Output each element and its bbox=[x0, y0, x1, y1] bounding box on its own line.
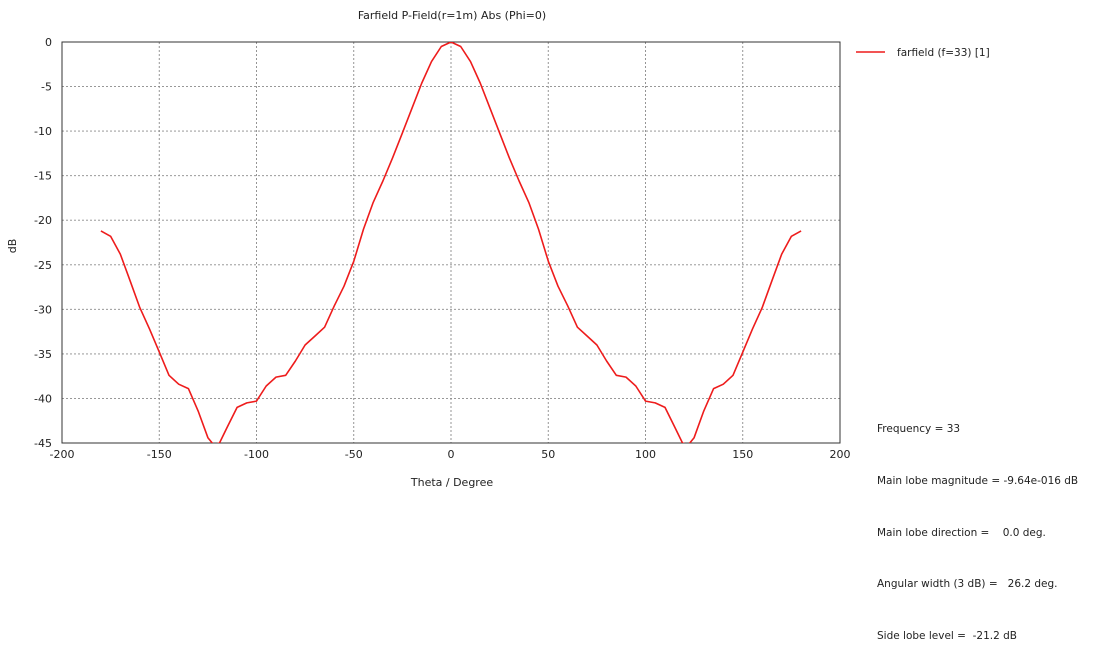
y-tick-label: -35 bbox=[34, 348, 52, 361]
farfield-chart: Farfield P-Field(r=1m) Abs (Phi=0) -200-… bbox=[6, 9, 990, 489]
x-tick-label: 150 bbox=[732, 448, 753, 461]
y-axis: 0 -5 -10 -15 -20 -25 -30 -35 -40 -45 bbox=[34, 36, 52, 450]
x-tick-label: -100 bbox=[244, 448, 269, 461]
y-tick-label: -40 bbox=[34, 392, 52, 405]
info-main-lobe-direction: Main lobe direction = 0.0 deg. bbox=[877, 526, 1046, 539]
legend-label: farfield (f=33) [1] bbox=[897, 47, 990, 59]
info-side-lobe-level: Side lobe level = -21.2 dB bbox=[877, 629, 1018, 642]
x-tick-label: -50 bbox=[345, 448, 363, 461]
info-angular-width: Angular width (3 dB) = 26.2 deg. bbox=[877, 578, 1058, 591]
x-tick-label: -150 bbox=[147, 448, 172, 461]
x-tick-label: 50 bbox=[541, 448, 555, 461]
y-tick-label: -30 bbox=[34, 303, 52, 316]
x-axis-label: Theta / Degree bbox=[410, 476, 493, 489]
chart-title: Farfield P-Field(r=1m) Abs (Phi=0) bbox=[358, 9, 546, 22]
x-tick-label: -200 bbox=[50, 448, 75, 461]
y-tick-label: -5 bbox=[41, 81, 52, 94]
info-main-lobe-magnitude: Main lobe magnitude = -9.64e-016 dB bbox=[877, 475, 1079, 487]
y-tick-label: -20 bbox=[34, 214, 52, 227]
y-tick-label: -45 bbox=[34, 437, 52, 450]
results-summary: Frequency = 33 Main lobe magnitude = -9.… bbox=[877, 387, 1078, 662]
y-axis-label: dB bbox=[6, 239, 19, 254]
grid-lines bbox=[62, 42, 840, 443]
x-axis: -200 -150 -100 -50 0 50 100 150 200 bbox=[50, 448, 851, 461]
x-tick-label: 100 bbox=[635, 448, 656, 461]
info-frequency: Frequency = 33 bbox=[877, 423, 961, 436]
y-tick-label: 0 bbox=[45, 36, 52, 49]
legend: farfield (f=33) [1] bbox=[856, 47, 990, 59]
y-tick-label: -25 bbox=[34, 259, 52, 272]
x-tick-label: 200 bbox=[830, 448, 851, 461]
x-tick-label: 0 bbox=[448, 448, 455, 461]
y-tick-label: -10 bbox=[34, 125, 52, 138]
y-tick-label: -15 bbox=[34, 170, 52, 183]
